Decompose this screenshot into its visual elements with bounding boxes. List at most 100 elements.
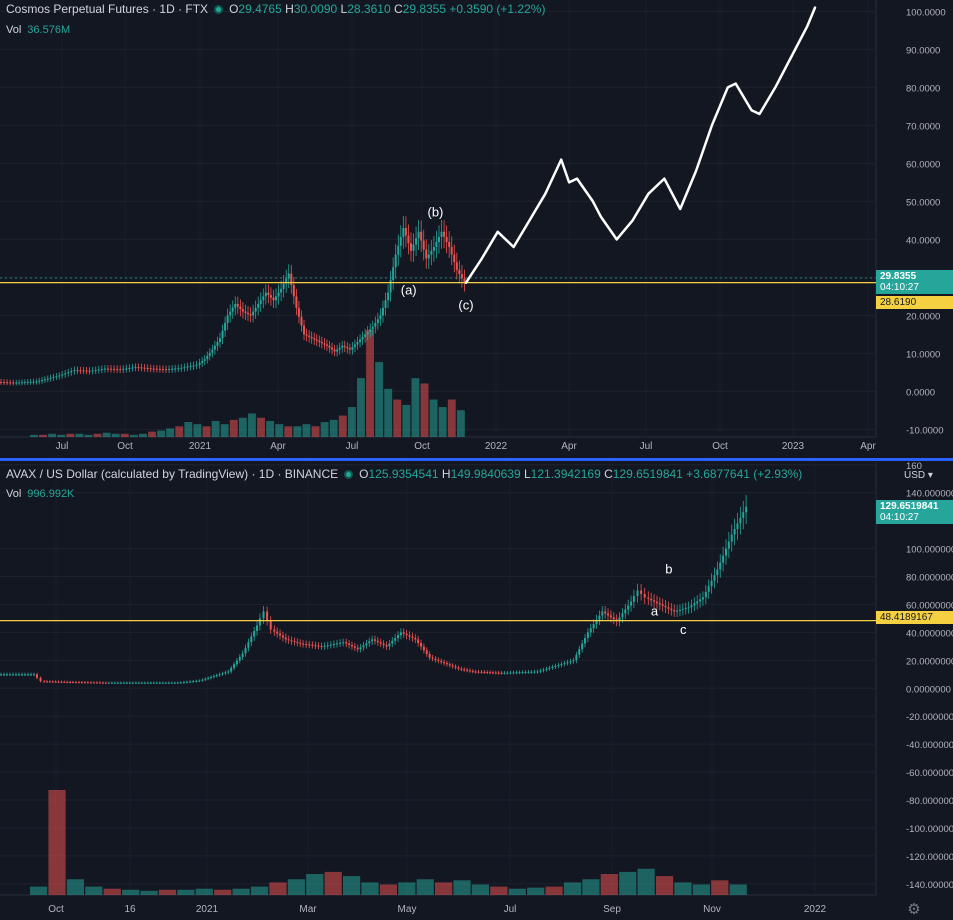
- bottom-candle-body: [176, 682, 179, 684]
- top-candle-body: [310, 336, 313, 339]
- top-candle-body: [134, 367, 137, 369]
- top-candle-body: [140, 367, 143, 369]
- top-volume-bar: [302, 424, 311, 437]
- bottom-volume-bar: [435, 882, 453, 895]
- bottom-candle-body: [116, 682, 119, 684]
- bottom-x-tick-label: Oct: [48, 904, 64, 915]
- bottom-candle-body: [253, 631, 256, 637]
- top-x-tick-label: Apr: [270, 441, 286, 452]
- bottom-candle-body: [624, 609, 627, 614]
- top-symbol-title[interactable]: Cosmos Perpetual Futures · 1D · FTX: [6, 2, 209, 16]
- top-candle-body: [218, 338, 221, 342]
- bottom-candle-body: [8, 674, 11, 676]
- bottom-candle-body: [586, 632, 589, 638]
- bottom-candle-body: [592, 624, 595, 629]
- bottom-volume-bar: [214, 889, 232, 895]
- bottom-volume-bar: [416, 879, 434, 895]
- bottom-candle-body: [279, 633, 282, 636]
- bottom-candle-body: [122, 682, 125, 684]
- bottom-candle-body: [164, 682, 167, 684]
- top-volume-bar: [193, 424, 202, 437]
- top-hline-tag: 28.6190: [876, 296, 953, 309]
- top-candle-body: [100, 369, 103, 371]
- top-volume-bar: [375, 362, 384, 437]
- bottom-candle-body: [314, 645, 317, 647]
- bottom-volume-bar: [361, 882, 379, 895]
- bottom-candle-body: [730, 534, 733, 542]
- top-candle-body: [131, 367, 134, 369]
- bottom-candle-body: [710, 580, 713, 587]
- top-volume-bar: [257, 417, 265, 437]
- bottom-volume-bar: [232, 888, 250, 895]
- top-x-tick-label: Apr: [860, 441, 876, 452]
- top-volume-bar: [39, 434, 47, 437]
- bottom-wave-annotation: a: [651, 604, 659, 619]
- bottom-candle-body: [521, 672, 524, 674]
- bottom-volume-bar: [379, 884, 398, 895]
- top-y-tick-label: 60.0000: [906, 159, 940, 170]
- bottom-candle-body: [621, 613, 624, 618]
- bottom-candle-body: [425, 650, 428, 654]
- bottom-candle-body: [14, 674, 17, 676]
- top-wave-annotation: (b): [427, 205, 443, 220]
- top-y-tick-label: 0.0000: [906, 387, 935, 398]
- bottom-candle-body: [515, 672, 518, 674]
- top-candle-body: [12, 382, 15, 384]
- bottom-candle-body: [443, 662, 446, 664]
- top-wave-annotation: (c): [458, 298, 473, 313]
- bottom-candle-body: [152, 682, 155, 684]
- bottom-candle-body: [468, 670, 471, 672]
- top-candle-body: [455, 262, 458, 270]
- bottom-candle-body: [417, 639, 420, 644]
- currency-selector[interactable]: USD ▾: [900, 469, 937, 482]
- bottom-candle-body: [276, 631, 279, 634]
- top-candle-body: [331, 347, 334, 350]
- bottom-candle-body: [551, 666, 554, 668]
- bottom-candle-body: [238, 656, 241, 661]
- top-candle-body: [249, 314, 252, 316]
- top-volume-bar: [347, 407, 356, 437]
- gear-icon[interactable]: ⚙: [907, 901, 921, 918]
- top-candle-body: [70, 371, 73, 373]
- bottom-candle-body: [221, 673, 224, 675]
- bottom-volume-bar: [398, 882, 416, 895]
- bottom-candle-body: [332, 643, 335, 645]
- bottom-candle-body: [542, 669, 545, 671]
- bottom-candle-body: [385, 644, 388, 647]
- bottom-y-tick-label: 20.0000000: [906, 656, 953, 667]
- bottom-open: 125.9354541: [368, 467, 439, 481]
- projection-drawing: [464, 6, 817, 284]
- top-candle-body: [91, 370, 94, 372]
- top-candle-body: [3, 382, 6, 384]
- top-candle-body: [277, 292, 280, 297]
- top-candle-body: [213, 345, 216, 350]
- bottom-candle-body: [365, 643, 368, 646]
- top-change: +0.3590 (+1.22%): [449, 2, 546, 16]
- top-candle-body: [252, 311, 255, 316]
- top-candle-body: [371, 326, 374, 330]
- top-candle-body: [338, 347, 341, 350]
- bottom-candle-body: [408, 635, 411, 637]
- bottom-symbol-title[interactable]: AVAX / US Dollar (calculated by TradingV…: [6, 467, 339, 481]
- bottom-candle-body: [5, 674, 8, 676]
- top-candle-body: [402, 228, 405, 237]
- top-wave-annotation: (a): [401, 283, 417, 298]
- top-x-tick-label: Jul: [56, 441, 69, 452]
- bottom-candle-body: [440, 660, 443, 663]
- top-candle-body: [61, 374, 64, 376]
- top-candle-body: [412, 244, 415, 251]
- bottom-candle-body: [477, 671, 480, 673]
- bottom-candle-body: [500, 672, 503, 674]
- bottom-y-tick-label: 80.0000000: [906, 573, 953, 584]
- bottom-candle-body: [598, 615, 601, 620]
- top-volume-bar: [111, 433, 120, 437]
- bottom-candle-body: [356, 647, 359, 650]
- top-high: 30.0090: [293, 2, 338, 16]
- top-y-tick-label: 10.0000: [906, 349, 940, 360]
- top-y-tick-label: 20.0000: [906, 311, 940, 322]
- top-candle-body: [384, 300, 387, 308]
- bottom-candle-body: [269, 620, 272, 630]
- top-candle-body: [158, 368, 161, 370]
- bottom-candle-body: [32, 674, 35, 676]
